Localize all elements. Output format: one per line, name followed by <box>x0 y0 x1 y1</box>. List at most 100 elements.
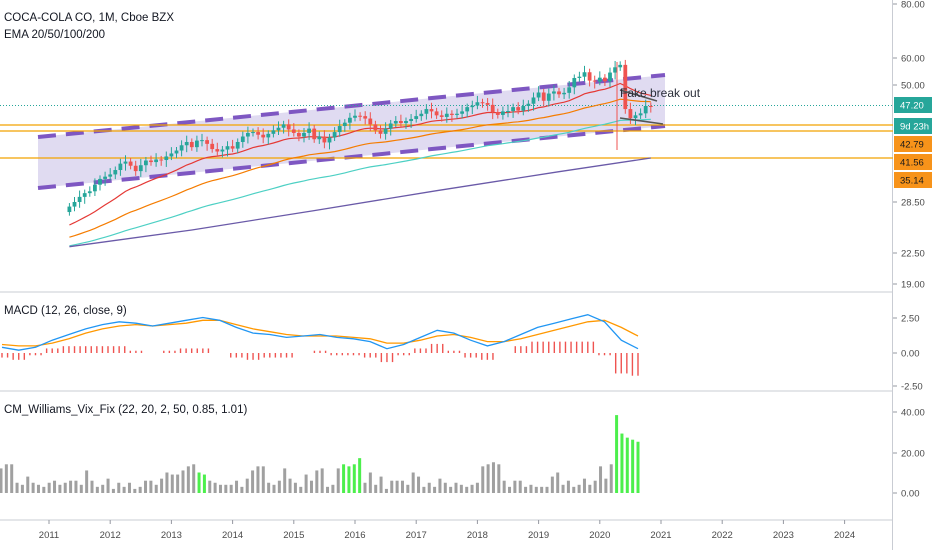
vix-bar <box>127 482 131 493</box>
vix-bar <box>475 482 479 493</box>
vix-bar <box>235 480 239 493</box>
fake-breakout-drawings[interactable] <box>616 62 664 150</box>
macd-title[interactable]: MACD (12, 26, close, 9) <box>4 305 127 317</box>
candle-body <box>286 124 291 130</box>
candle-body <box>266 133 271 138</box>
ema-legend[interactable]: EMA 20/50/100/200 <box>4 29 105 41</box>
vix-bar <box>0 468 3 493</box>
candle-body <box>240 136 245 142</box>
vix-bar <box>267 482 271 493</box>
vix-bar <box>186 466 190 493</box>
vix-bar <box>384 488 388 493</box>
vix-bar <box>170 474 174 493</box>
time-tick-label: 2014 <box>222 530 243 541</box>
vix-bar <box>454 482 458 493</box>
candle-body <box>337 126 342 133</box>
vix-bar <box>326 486 330 493</box>
price-axis[interactable]: 80.00 60.00 50.00 28.50 22.50 19.00 <box>893 0 925 291</box>
vix-bar <box>486 464 490 493</box>
candle-body <box>205 140 209 144</box>
vix-bar <box>518 480 522 493</box>
vix-bar <box>58 484 62 493</box>
candle-body <box>77 196 82 202</box>
vix-bar <box>582 478 586 493</box>
candle-body <box>465 107 470 112</box>
candle-body <box>281 124 286 128</box>
candle-body <box>495 112 500 115</box>
candle-body <box>450 113 454 115</box>
candle-body <box>189 141 194 148</box>
vix-axis[interactable]: 40.00 20.00 0.00 <box>893 408 925 500</box>
candle-body <box>592 80 597 82</box>
vix-bar <box>160 478 164 493</box>
vix-bar <box>36 484 40 493</box>
candle-body <box>628 109 633 119</box>
candle-body <box>490 104 495 113</box>
macd-tick-label: 2.50 <box>901 314 920 325</box>
candle-body <box>174 150 179 154</box>
pane-frames <box>0 0 893 550</box>
vix-bar <box>165 472 169 493</box>
candle-body <box>87 191 92 194</box>
vix-bar <box>224 484 228 493</box>
candlesticks <box>67 59 653 216</box>
candle-body <box>439 115 444 117</box>
vix-bar <box>417 476 421 493</box>
vix-bar <box>609 464 613 493</box>
candle-body <box>485 102 490 105</box>
vix-bar <box>79 484 83 493</box>
vix-bar <box>47 482 51 493</box>
candle-body <box>501 111 505 115</box>
candle-body <box>399 121 403 124</box>
symbol-title[interactable]: COCA-COLA CO, 1M, Cboe BZX <box>4 12 174 24</box>
candle-body <box>184 141 189 146</box>
candle-body <box>480 102 485 104</box>
candle-body <box>195 140 199 148</box>
candle-body <box>546 93 551 101</box>
macd-pane <box>1 314 639 376</box>
vix-bar <box>470 484 474 493</box>
fake-breakout-label[interactable]: Fake break out <box>620 86 701 100</box>
candle-body <box>200 140 204 142</box>
candle-body <box>460 111 464 114</box>
vix-bar <box>465 486 469 493</box>
candle-body <box>521 106 526 111</box>
time-tick-label: 2018 <box>467 530 488 541</box>
vix-bar <box>556 472 560 493</box>
channel-lower-line <box>37 124 666 190</box>
vix-bar <box>374 484 378 493</box>
candle-body <box>557 91 561 95</box>
vix-bar <box>336 468 340 493</box>
candle-body <box>506 110 510 112</box>
vix-bar <box>20 484 24 493</box>
candle-body <box>302 132 306 137</box>
macd-axis[interactable]: 2.50 0.00 -2.50 <box>893 314 923 393</box>
candle-body <box>220 149 225 152</box>
vix-bar <box>10 464 14 493</box>
candle-body <box>648 106 653 107</box>
vix-bar <box>593 480 597 493</box>
candle-body <box>424 109 429 114</box>
candle-body <box>138 165 143 172</box>
vix-bar <box>144 480 148 493</box>
horizontal-levels[interactable] <box>0 105 893 159</box>
price-tag-box <box>894 136 932 152</box>
vix-bar <box>390 480 394 493</box>
vix-title[interactable]: CM_Williams_Vix_Fix (22, 20, 2, 50, 0.85… <box>4 404 247 416</box>
time-tick-label: 2015 <box>283 530 304 541</box>
vix-bar <box>529 484 533 493</box>
vix-bar <box>272 484 276 493</box>
vix-bar <box>615 415 619 493</box>
vix-bar <box>106 478 110 493</box>
vix-bar <box>588 484 592 493</box>
vix-bar <box>304 474 308 493</box>
ema-100-line <box>69 118 651 247</box>
vix-bar <box>411 472 415 493</box>
candle-body <box>312 128 317 140</box>
price-tag-label: 47.20 <box>900 101 924 112</box>
candle-body <box>332 132 337 138</box>
macd-signal-line <box>1 319 639 347</box>
time-axis[interactable]: 2011 2012 2013 2014 2015 2016 2017 2018 2019 2020… <box>39 520 855 541</box>
